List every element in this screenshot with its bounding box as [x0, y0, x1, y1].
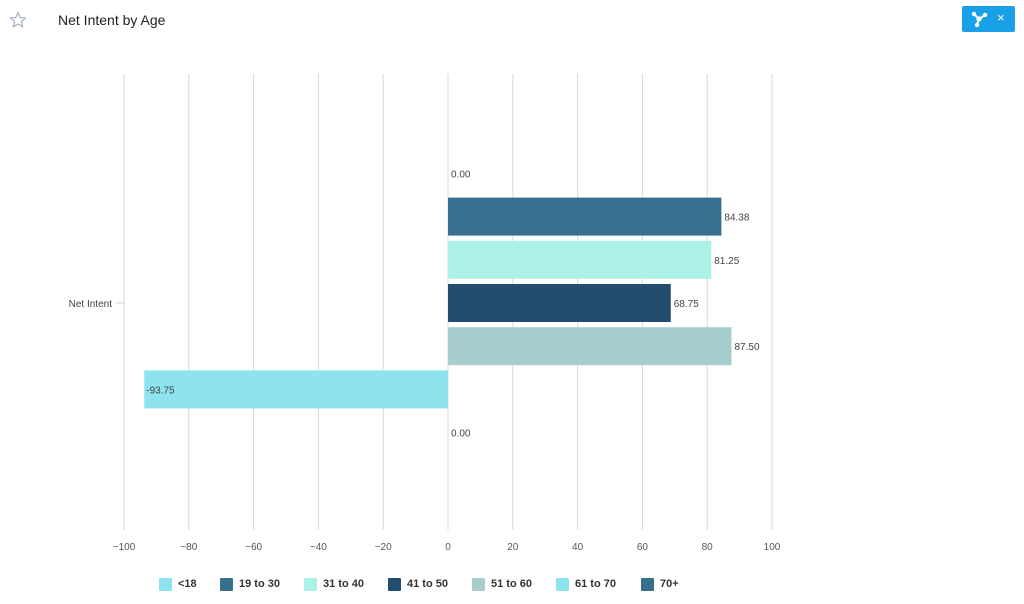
legend-swatch: [159, 578, 172, 591]
legend-swatch: [472, 578, 485, 591]
close-icon[interactable]: ×: [997, 10, 1005, 25]
bar: [448, 240, 712, 279]
x-tick-label: −40: [310, 542, 327, 553]
star-outline-icon[interactable]: [9, 11, 27, 29]
network-action-button[interactable]: ×: [962, 6, 1015, 32]
bar: [144, 370, 448, 409]
data-label: 87.50: [735, 342, 760, 353]
x-tick-label: 60: [637, 542, 649, 553]
legend-label: 41 to 50: [407, 578, 448, 590]
bar: [448, 284, 671, 322]
category-label: Net Intent: [69, 299, 113, 310]
chart-legend: <18 19 to 30 31 to 40 41 to 50 51 to 60 61 to…: [0, 574, 1024, 596]
bar-chart: −100 −80 −60 −40 −20 0 20 40 60 80 100 Net Intent 0.…: [69, 74, 781, 553]
legend-swatch: [556, 578, 569, 591]
network-icon: [971, 11, 988, 28]
data-label: -93.75: [146, 385, 175, 396]
bar: [448, 197, 722, 236]
x-tick-label: −20: [375, 542, 392, 553]
x-tick-label: −80: [180, 542, 197, 553]
legend-label: 31 to 40: [323, 578, 364, 590]
data-label: 68.75: [674, 299, 699, 310]
x-tick-label: −60: [245, 542, 262, 553]
bar: [448, 327, 732, 366]
data-label: 0.00: [451, 169, 471, 180]
legend-label: 51 to 60: [491, 578, 532, 590]
chart-header: Net Intent by Age ×: [0, 0, 1024, 40]
legend-swatch: [304, 578, 317, 591]
legend-label: <18: [178, 578, 197, 590]
legend-swatch: [388, 578, 401, 591]
chart-title: Net Intent by Age: [58, 12, 166, 28]
data-label: 0.00: [451, 429, 471, 440]
x-tick-label: 80: [702, 542, 714, 553]
legend-label: 61 to 70: [575, 578, 616, 590]
legend-label: 70+: [660, 578, 679, 590]
x-tick-label: −100: [113, 542, 136, 553]
legend-swatch: [641, 578, 654, 591]
x-tick-label: 40: [572, 542, 584, 553]
x-tick-label: 20: [507, 542, 519, 553]
legend-label: 19 to 30: [239, 578, 280, 590]
data-label: 81.25: [714, 256, 739, 267]
x-tick-label: 0: [445, 542, 451, 553]
data-label: 84.38: [724, 213, 749, 224]
x-tick-label: 100: [764, 542, 781, 553]
legend-swatch: [220, 578, 233, 591]
